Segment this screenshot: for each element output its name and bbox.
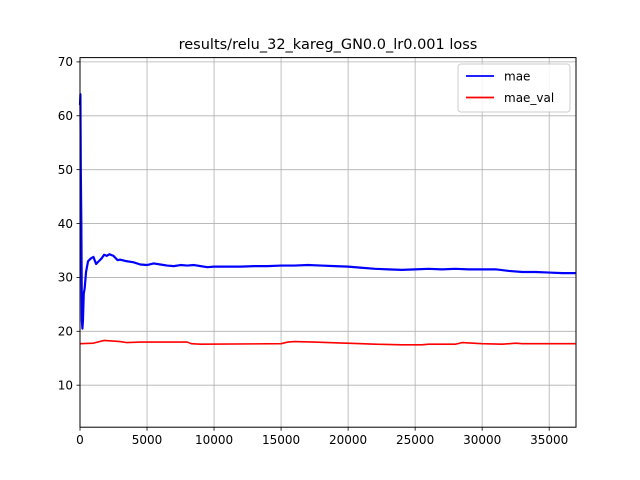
series-line-mae: [78, 93, 576, 330]
x-tick-label: 25000: [396, 433, 434, 447]
y-tick-label: 40: [58, 217, 73, 231]
y-tick-label: 50: [58, 163, 73, 177]
x-tick-label: 10000: [195, 433, 233, 447]
series-line-mae-val: [79, 339, 576, 346]
legend-label: mae: [504, 69, 530, 83]
y-tick-label: 20: [58, 325, 73, 339]
x-tick-label: 0: [76, 433, 84, 447]
y-tick-label: 30: [58, 271, 73, 285]
x-tick-label: 35000: [530, 433, 568, 447]
grid-layer: [79, 57, 576, 428]
y-tick-label: 60: [58, 109, 73, 123]
legend: mae mae_val: [457, 63, 571, 113]
legend-label: mae_val: [504, 91, 554, 105]
x-tick-label: 5000: [132, 433, 163, 447]
y-tick-label: 70: [58, 55, 73, 69]
plot-frame: [79, 57, 577, 428]
x-tick-label: 15000: [262, 433, 300, 447]
x-tick-label: 30000: [463, 433, 501, 447]
chart-title: results/relu_32_kareg_GN0.0_lr0.001 loss: [179, 37, 478, 53]
series-layer: [78, 93, 576, 346]
x-tick-label: 20000: [329, 433, 367, 447]
tick-layer: 0 5000 10000 15000 20000 25000 30000 35000 10 20 3…: [58, 55, 569, 447]
y-tick-label: 10: [58, 378, 73, 392]
